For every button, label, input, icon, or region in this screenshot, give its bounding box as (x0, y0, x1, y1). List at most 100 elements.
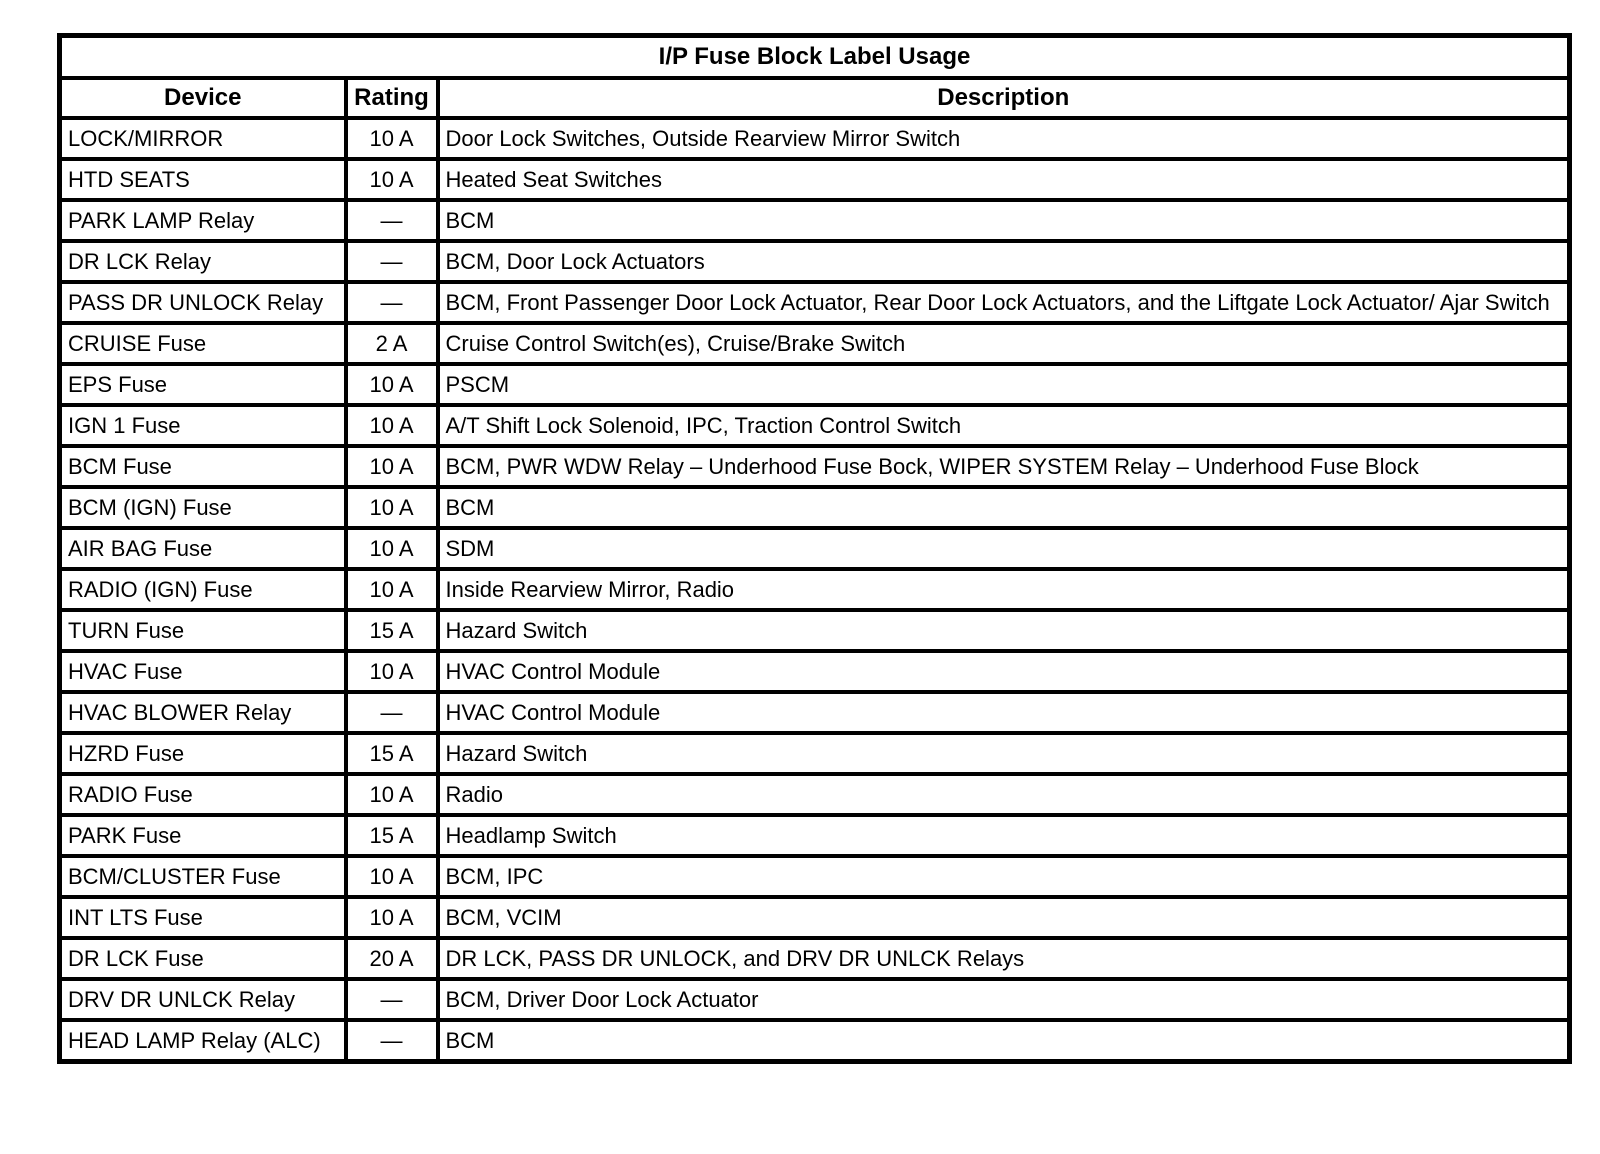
cell-rating: 15 A (343, 813, 440, 858)
cell-rating: 20 A (343, 936, 440, 981)
cell-device: INT LTS Fuse (57, 895, 348, 940)
cell-device: PARK LAMP Relay (57, 198, 348, 243)
cell-description: BCM, Driver Door Lock Actuator (435, 977, 1572, 1022)
table-row: HEAD LAMP Relay (ALC) — BCM (57, 1018, 1572, 1064)
table-row: LOCK/MIRROR 10 A Door Lock Switches, Outsi… (57, 116, 1572, 161)
cell-device: BCM/CLUSTER Fuse (57, 854, 348, 899)
table-row: BCM (IGN) Fuse 10 A BCM (57, 485, 1572, 530)
cell-description: DR LCK, PASS DR UNLOCK, and DRV DR UNLCK… (435, 936, 1572, 981)
table-row: DR LCK Fuse 20 A DR LCK, PASS DR UNLOCK, a… (57, 936, 1572, 981)
cell-rating: 10 A (343, 526, 440, 571)
title-row: I/P Fuse Block Label Usage (57, 33, 1572, 80)
cell-description: BCM (435, 1018, 1572, 1064)
table-title: I/P Fuse Block Label Usage (57, 33, 1572, 80)
cell-rating: 15 A (343, 608, 440, 653)
cell-rating: 10 A (343, 157, 440, 202)
cell-device: BCM (IGN) Fuse (57, 485, 348, 530)
col-header-device: Device (57, 76, 348, 120)
table-row: BCM/CLUSTER Fuse 10 A BCM, IPC (57, 854, 1572, 899)
cell-description: Cruise Control Switch(es), Cruise/Brake … (435, 321, 1572, 366)
cell-device: HVAC Fuse (57, 649, 348, 694)
cell-rating: 10 A (343, 567, 440, 612)
cell-description: BCM, Front Passenger Door Lock Actuator,… (435, 280, 1572, 325)
cell-device: EPS Fuse (57, 362, 348, 407)
cell-description: PSCM (435, 362, 1572, 407)
cell-device: RADIO Fuse (57, 772, 348, 817)
cell-rating: 10 A (343, 444, 440, 489)
cell-rating: 10 A (343, 362, 440, 407)
cell-rating: 10 A (343, 403, 440, 448)
table-row: DRV DR UNLCK Relay — BCM, Driver Door Lock… (57, 977, 1572, 1022)
cell-description: Radio (435, 772, 1572, 817)
table-row: AIR BAG Fuse 10 A SDM (57, 526, 1572, 571)
table-row: HVAC Fuse 10 A HVAC Control Module (57, 649, 1572, 694)
table-row: HTD SEATS 10 A Heated Seat Switches (57, 157, 1572, 202)
table-row: PASS DR UNLOCK Relay — BCM, Front Passenge… (57, 280, 1572, 325)
cell-rating: — (343, 1018, 440, 1064)
cell-device: DRV DR UNLCK Relay (57, 977, 348, 1022)
table-row: DR LCK Relay — BCM, Door Lock Actuators (57, 239, 1572, 284)
header-row: Device Rating Description (57, 76, 1572, 120)
cell-device: HVAC BLOWER Relay (57, 690, 348, 735)
cell-device: HTD SEATS (57, 157, 348, 202)
table-row: RADIO Fuse 10 A Radio (57, 772, 1572, 817)
cell-description: BCM (435, 198, 1572, 243)
col-header-rating: Rating (343, 76, 440, 120)
cell-description: BCM (435, 485, 1572, 530)
cell-device: PARK Fuse (57, 813, 348, 858)
table-row: BCM Fuse 10 A BCM, PWR WDW Relay – Underho… (57, 444, 1572, 489)
table-row: EPS Fuse 10 A PSCM (57, 362, 1572, 407)
cell-device: HEAD LAMP Relay (ALC) (57, 1018, 348, 1064)
cell-rating: — (343, 977, 440, 1022)
cell-description: Hazard Switch (435, 731, 1572, 776)
cell-device: TURN Fuse (57, 608, 348, 653)
cell-device: LOCK/MIRROR (57, 116, 348, 161)
cell-device: DR LCK Fuse (57, 936, 348, 981)
table-row: HVAC BLOWER Relay — HVAC Control Module (57, 690, 1572, 735)
cell-device: CRUISE Fuse (57, 321, 348, 366)
table-row: PARK LAMP Relay — BCM (57, 198, 1572, 243)
cell-description: HVAC Control Module (435, 690, 1572, 735)
cell-rating: — (343, 690, 440, 735)
cell-device: IGN 1 Fuse (57, 403, 348, 448)
cell-rating: — (343, 280, 440, 325)
table-row: PARK Fuse 15 A Headlamp Switch (57, 813, 1572, 858)
cell-description: Door Lock Switches, Outside Rearview Mir… (435, 116, 1572, 161)
cell-device: PASS DR UNLOCK Relay (57, 280, 348, 325)
cell-description: Heated Seat Switches (435, 157, 1572, 202)
cell-description: SDM (435, 526, 1572, 571)
col-header-description: Description (435, 76, 1572, 120)
cell-description: HVAC Control Module (435, 649, 1572, 694)
table-row: HZRD Fuse 15 A Hazard Switch (57, 731, 1572, 776)
cell-rating: 10 A (343, 485, 440, 530)
cell-rating: 10 A (343, 649, 440, 694)
cell-description: BCM, IPC (435, 854, 1572, 899)
table-row: IGN 1 Fuse 10 A A/T Shift Lock Solenoid, I… (57, 403, 1572, 448)
cell-rating: 10 A (343, 772, 440, 817)
cell-rating: — (343, 198, 440, 243)
table-row: RADIO (IGN) Fuse 10 A Inside Rearview Mirr… (57, 567, 1572, 612)
cell-rating: 10 A (343, 895, 440, 940)
cell-device: AIR BAG Fuse (57, 526, 348, 571)
cell-device: DR LCK Relay (57, 239, 348, 284)
table-row: INT LTS Fuse 10 A BCM, VCIM (57, 895, 1572, 940)
fuse-block-table: I/P Fuse Block Label Usage Device Rating… (57, 33, 1573, 1064)
table-row: TURN Fuse 15 A Hazard Switch (57, 608, 1572, 653)
cell-rating: 10 A (343, 854, 440, 899)
table-body: LOCK/MIRROR 10 A Door Lock Switches, Outsi… (57, 116, 1572, 1064)
cell-rating: 2 A (343, 321, 440, 366)
cell-device: BCM Fuse (57, 444, 348, 489)
cell-device: RADIO (IGN) Fuse (57, 567, 348, 612)
cell-description: BCM, Door Lock Actuators (435, 239, 1572, 284)
cell-device: HZRD Fuse (57, 731, 348, 776)
cell-description: Headlamp Switch (435, 813, 1572, 858)
cell-rating: 10 A (343, 116, 440, 161)
cell-description: Hazard Switch (435, 608, 1572, 653)
cell-description: BCM, PWR WDW Relay – Underhood Fuse Bock… (435, 444, 1572, 489)
cell-description: BCM, VCIM (435, 895, 1572, 940)
cell-rating: — (343, 239, 440, 284)
table-row: CRUISE Fuse 2 A Cruise Control Switch(es),… (57, 321, 1572, 366)
cell-rating: 15 A (343, 731, 440, 776)
cell-description: Inside Rearview Mirror, Radio (435, 567, 1572, 612)
